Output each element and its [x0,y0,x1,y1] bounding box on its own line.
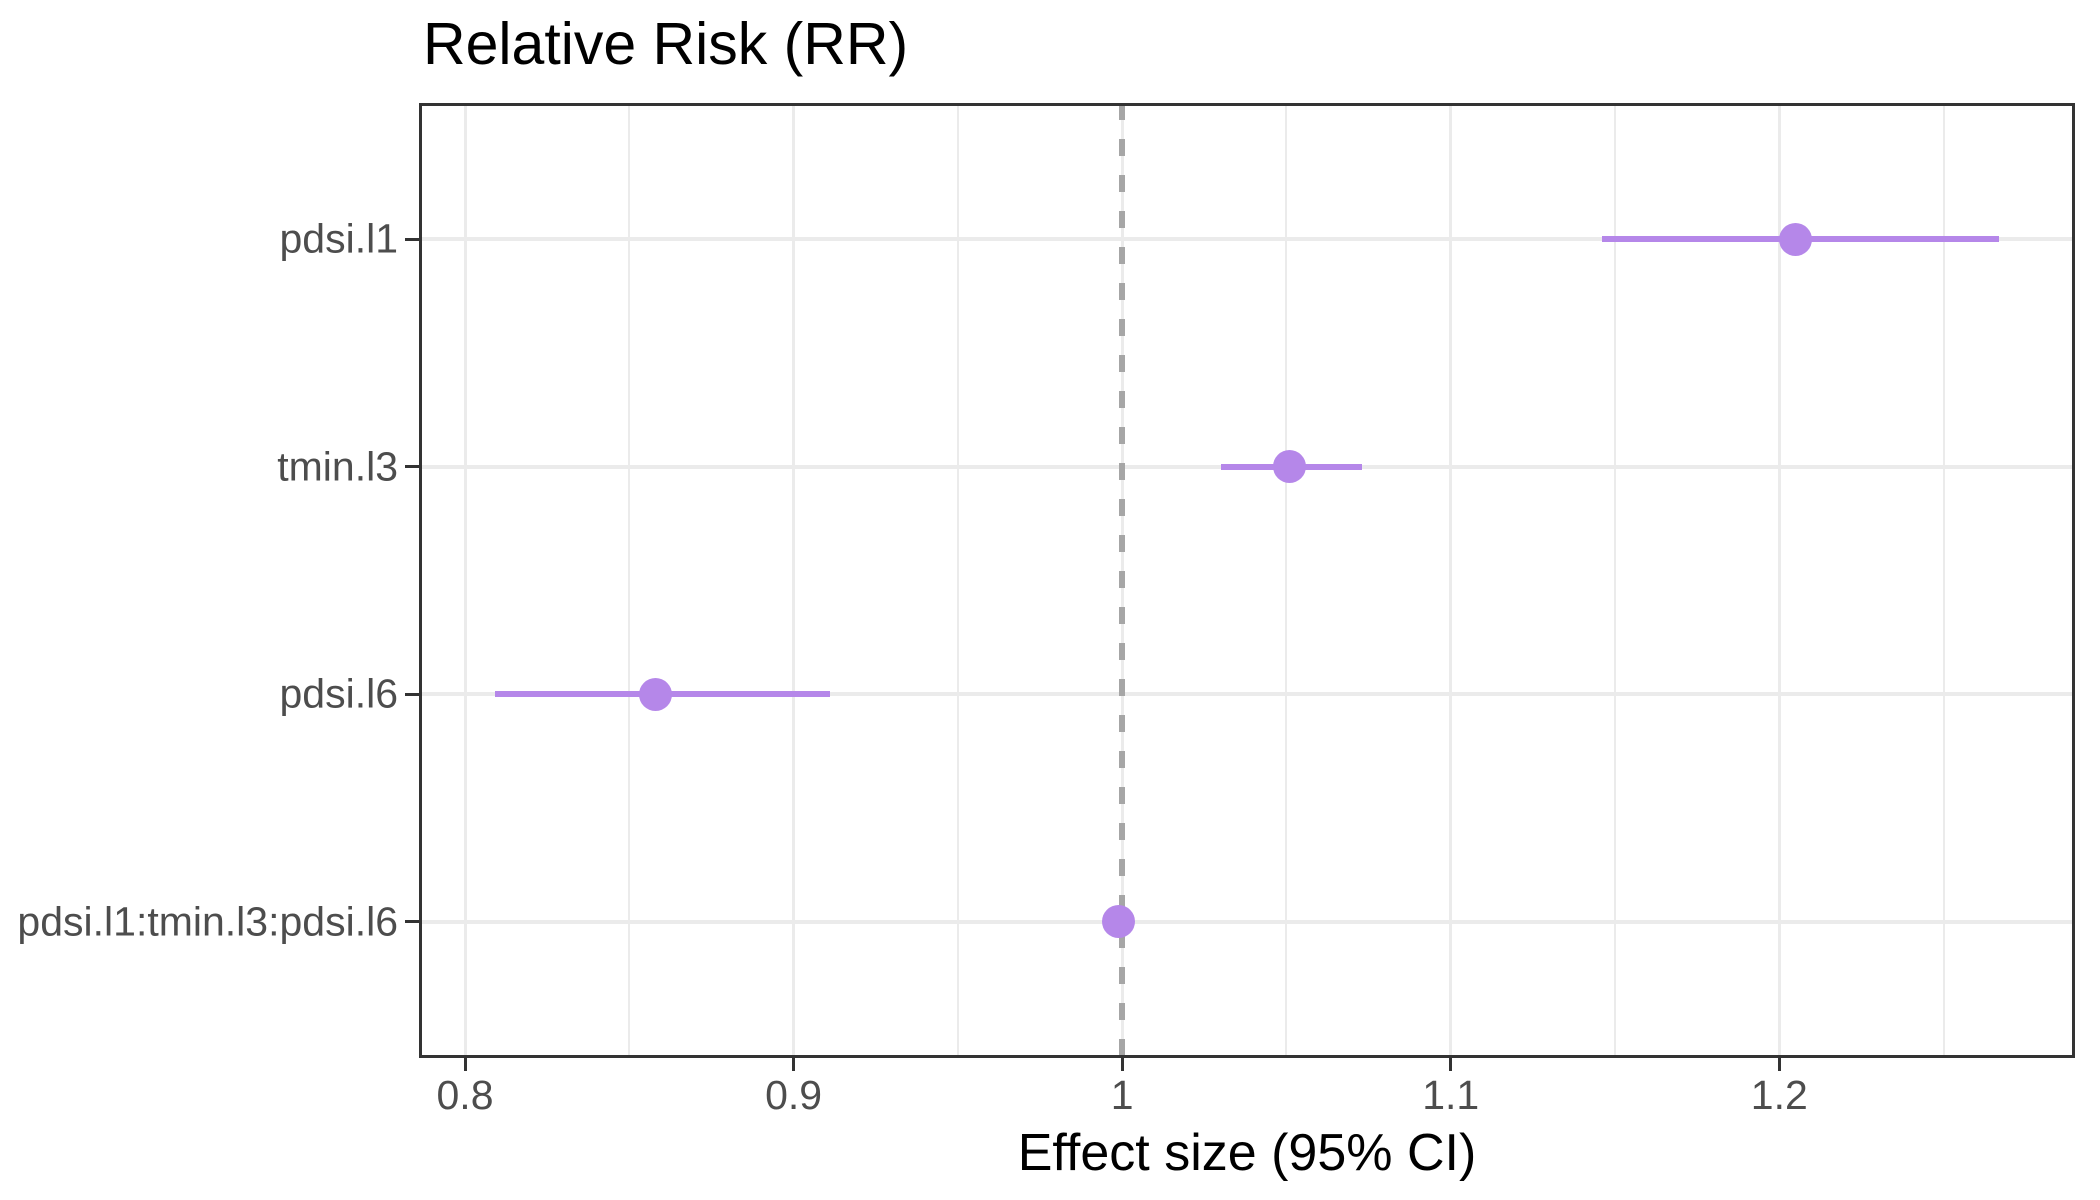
y-axis-tick [405,465,419,469]
x-axis-tick [463,1058,467,1071]
x-axis-tick [1449,1058,1453,1071]
x-axis-tick-label: 0.9 [765,1072,823,1118]
x-axis-tick-label: 1 [1110,1072,1134,1118]
y-axis-label: tmin.l3 [277,443,398,490]
minor-gridline-vertical [1614,103,1616,1058]
y-axis-label: pdsi.l1:tmin.l3:pdsi.l6 [17,898,398,945]
reference-line [1119,103,1126,1058]
major-gridline-vertical [792,103,796,1058]
plot-title: Relative Risk (RR) [423,11,909,77]
major-gridline-vertical [463,103,467,1058]
y-axis-tick [405,920,419,924]
estimate-point [1273,450,1307,484]
major-gridline-vertical [1449,103,1453,1058]
y-axis-label: pdsi.l1 [279,215,398,262]
estimate-point [1779,222,1813,256]
minor-gridline-vertical [1285,103,1288,1058]
x-axis-tick [1120,1058,1124,1071]
x-axis-tick-label: 1.2 [1750,1072,1808,1118]
x-axis-tick [1777,1058,1781,1071]
major-gridline-vertical [1777,103,1781,1058]
major-gridline-horizontal [419,237,2075,242]
major-gridline-horizontal [419,919,2075,924]
y-axis-tick [405,237,419,241]
estimate-point [639,677,673,711]
minor-gridline-vertical [628,103,631,1058]
x-axis-tick [792,1058,796,1071]
x-axis-tick-label: 0.8 [436,1072,494,1118]
estimate-point [1102,905,1136,939]
y-axis-label: pdsi.l6 [279,670,398,717]
major-gridline-horizontal [419,692,2075,697]
minor-gridline-vertical [956,103,959,1058]
x-axis-tick-label: 1.1 [1422,1072,1480,1118]
plot-panel [419,103,2075,1058]
panel-border [419,103,2075,1058]
y-axis-tick [405,692,419,696]
minor-gridline-vertical [1942,103,1945,1058]
x-axis-title: Effect size (95% CI) [1017,1124,1477,1182]
